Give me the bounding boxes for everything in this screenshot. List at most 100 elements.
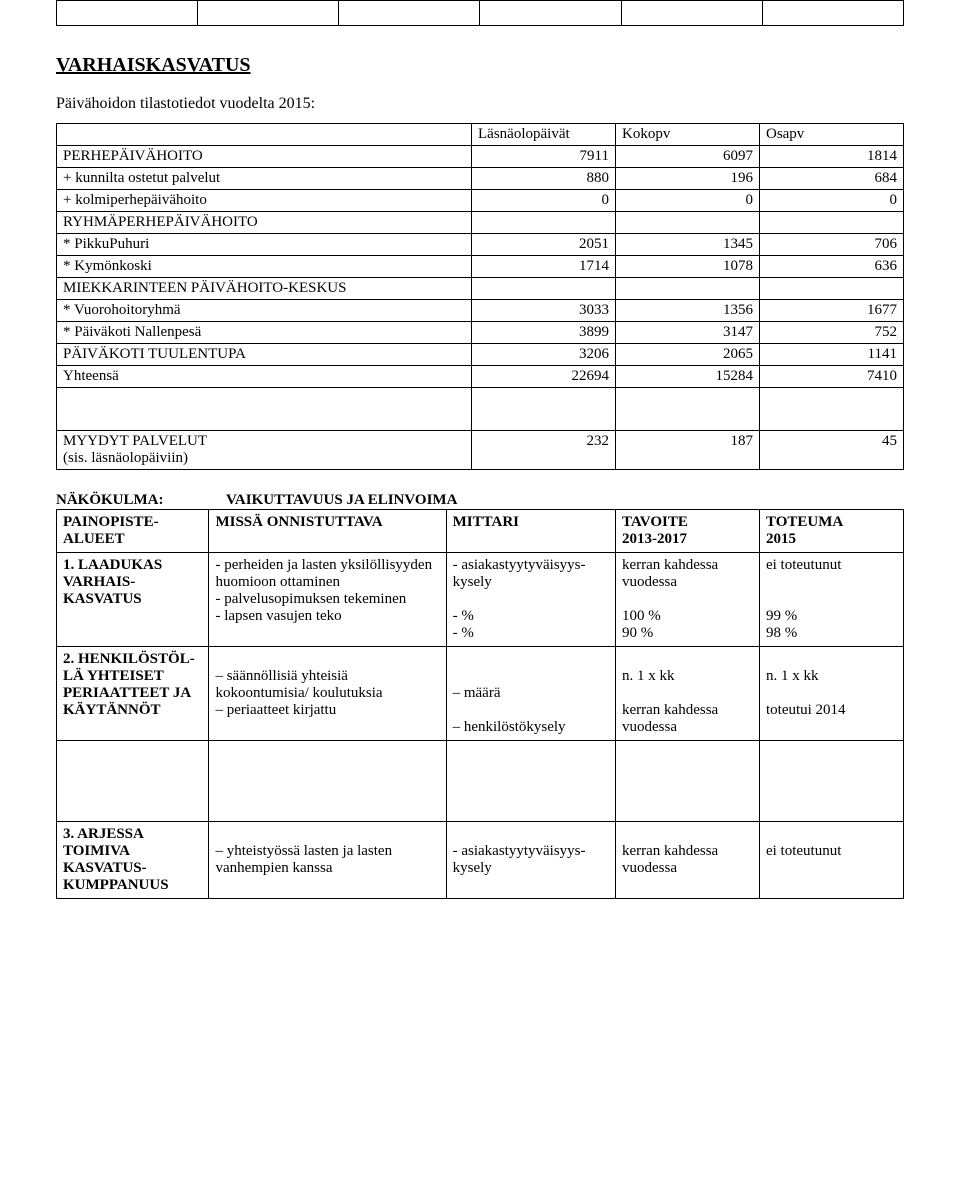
table-header-cell: Kokopv [616,124,760,146]
row-label: * Kymönkoski [57,256,472,278]
row-value: 7911 [472,146,616,168]
row-value: 1356 [616,300,760,322]
table-row: + kunnilta ostetut palvelut880196684 [57,168,904,190]
row-value: 22694 [472,366,616,388]
row-value: 45 [759,431,903,470]
table-row: * Vuorohoitoryhmä303313561677 [57,300,904,322]
focus-area-cell: kerran kahdessa vuodessa 100 % 90 % [616,553,760,647]
row-label: * PikkuPuhuri [57,234,472,256]
row-value: 2065 [616,344,760,366]
stub-cell [762,1,903,26]
spacer-cell [759,741,903,822]
row-label: RYHMÄPERHEPÄIVÄHOITO [57,212,472,234]
row-label: * Vuorohoitoryhmä [57,300,472,322]
row-value: 1677 [759,300,903,322]
table-header-cell: PAINOPISTE-ALUEET [57,510,209,553]
row-value: 15284 [616,366,760,388]
table-row: PÄIVÄKOTI TUULENTUPA320620651141 [57,344,904,366]
row-value: 752 [759,322,903,344]
perspective-row: NÄKÖKULMA: VAIKUTTAVUUS JA ELINVOIMA [56,492,904,509]
table-header-cell [57,124,472,146]
table-row: 1. LAADUKAS VARHAIS-KASVATUS- perheiden … [57,553,904,647]
row-value [759,278,903,300]
row-value: 1345 [616,234,760,256]
table-row: * Päiväkoti Nallenpesä38993147752 [57,322,904,344]
row-value [472,212,616,234]
row-value: 880 [472,168,616,190]
focus-area-label: 1. LAADUKAS VARHAIS-KASVATUS [57,553,209,647]
row-value [616,388,760,431]
row-value: 1814 [759,146,903,168]
table-header-cell: Osapv [759,124,903,146]
row-label: + kolmiperhepäivähoito [57,190,472,212]
focus-area-label: 2. HENKILÖSTÖL-LÄ YHTEISET PERIAATTEET J… [57,647,209,741]
row-value: 3033 [472,300,616,322]
table-row [57,388,904,431]
row-label: MIEKKARINTEEN PÄIVÄHOITO-KESKUS [57,278,472,300]
spacer-cell [209,741,446,822]
row-value [472,388,616,431]
row-value: 0 [472,190,616,212]
row-value: 7410 [759,366,903,388]
focus-area-cell: n. 1 x kk toteutui 2014 [759,647,903,741]
table-row: * Kymönkoski17141078636 [57,256,904,278]
focus-area-cell: – säännöllisiä yhteisiä kokoontumisia/ k… [209,647,446,741]
table-row: 2. HENKILÖSTÖL-LÄ YHTEISET PERIAATTEET J… [57,647,904,741]
table-header-cell: MISSÄ ONNISTUTTAVA [209,510,446,553]
spacer-cell [446,741,615,822]
row-value: 2051 [472,234,616,256]
row-label: MYYDYT PALVELUT (sis. läsnäolopäiviin) [57,431,472,470]
document-page: VARHAISKASVATUS Päivähoidon tilastotiedo… [0,0,960,1195]
row-value: 3206 [472,344,616,366]
table-row: PERHEPÄIVÄHOITO791160971814 [57,146,904,168]
row-value: 1078 [616,256,760,278]
focus-areas-table: PAINOPISTE-ALUEETMISSÄ ONNISTUTTAVAMITTA… [56,509,904,899]
row-value [616,212,760,234]
section-subheading: Päivähoidon tilastotiedot vuodelta 2015: [56,95,904,113]
focus-area-cell: ei toteutunut 99 % 98 % [759,553,903,647]
row-value: 636 [759,256,903,278]
row-label: + kunnilta ostetut palvelut [57,168,472,190]
table-row: MIEKKARINTEEN PÄIVÄHOITO-KESKUS [57,278,904,300]
table-row [57,741,904,822]
row-label: * Päiväkoti Nallenpesä [57,322,472,344]
focus-area-cell: - asiakastyytyväisyys-kysely - % - % [446,553,615,647]
spacer-cell [616,741,760,822]
stub-cell [480,1,621,26]
row-value: 0 [616,190,760,212]
row-label: PÄIVÄKOTI TUULENTUPA [57,344,472,366]
top-stub-table [56,0,904,26]
focus-area-cell: ei toteutunut [759,822,903,899]
row-value: 684 [759,168,903,190]
row-value [616,278,760,300]
table-header-cell: TOTEUMA 2015 [759,510,903,553]
statistics-table: LäsnäolopäivätKokopvOsapvPERHEPÄIVÄHOITO… [56,123,904,470]
row-value: 3147 [616,322,760,344]
row-label: Yhteensä [57,366,472,388]
row-value: 0 [759,190,903,212]
row-value: 3899 [472,322,616,344]
row-label [57,388,472,431]
table-row: MYYDYT PALVELUT (sis. läsnäolopäiviin)23… [57,431,904,470]
table-row: Yhteensä22694152847410 [57,366,904,388]
focus-area-cell: – yhteistyössä lasten ja lasten vanhempi… [209,822,446,899]
stub-cell [198,1,339,26]
row-value: 196 [616,168,760,190]
perspective-value: VAIKUTTAVUUS JA ELINVOIMA [226,492,457,509]
row-value: 1141 [759,344,903,366]
row-value: 187 [616,431,760,470]
table-header-cell: MITTARI [446,510,615,553]
row-value [472,278,616,300]
row-value: 232 [472,431,616,470]
table-row: 3. ARJESSA TOIMIVA KASVATUS-KUMPPANUUS –… [57,822,904,899]
focus-area-cell: – määrä – henkilöstökysely [446,647,615,741]
table-header-cell: TAVOITE 2013-2017 [616,510,760,553]
focus-area-label: 3. ARJESSA TOIMIVA KASVATUS-KUMPPANUUS [57,822,209,899]
table-header-cell: Läsnäolopäivät [472,124,616,146]
focus-area-cell: - asiakastyytyväisyys-kysely [446,822,615,899]
focus-area-cell: n. 1 x kk kerran kahdessa vuodessa [616,647,760,741]
focus-area-cell: - perheiden ja lasten yksilöllisyyden hu… [209,553,446,647]
row-label: PERHEPÄIVÄHOITO [57,146,472,168]
perspective-label: NÄKÖKULMA: [56,492,206,509]
stub-cell [339,1,480,26]
